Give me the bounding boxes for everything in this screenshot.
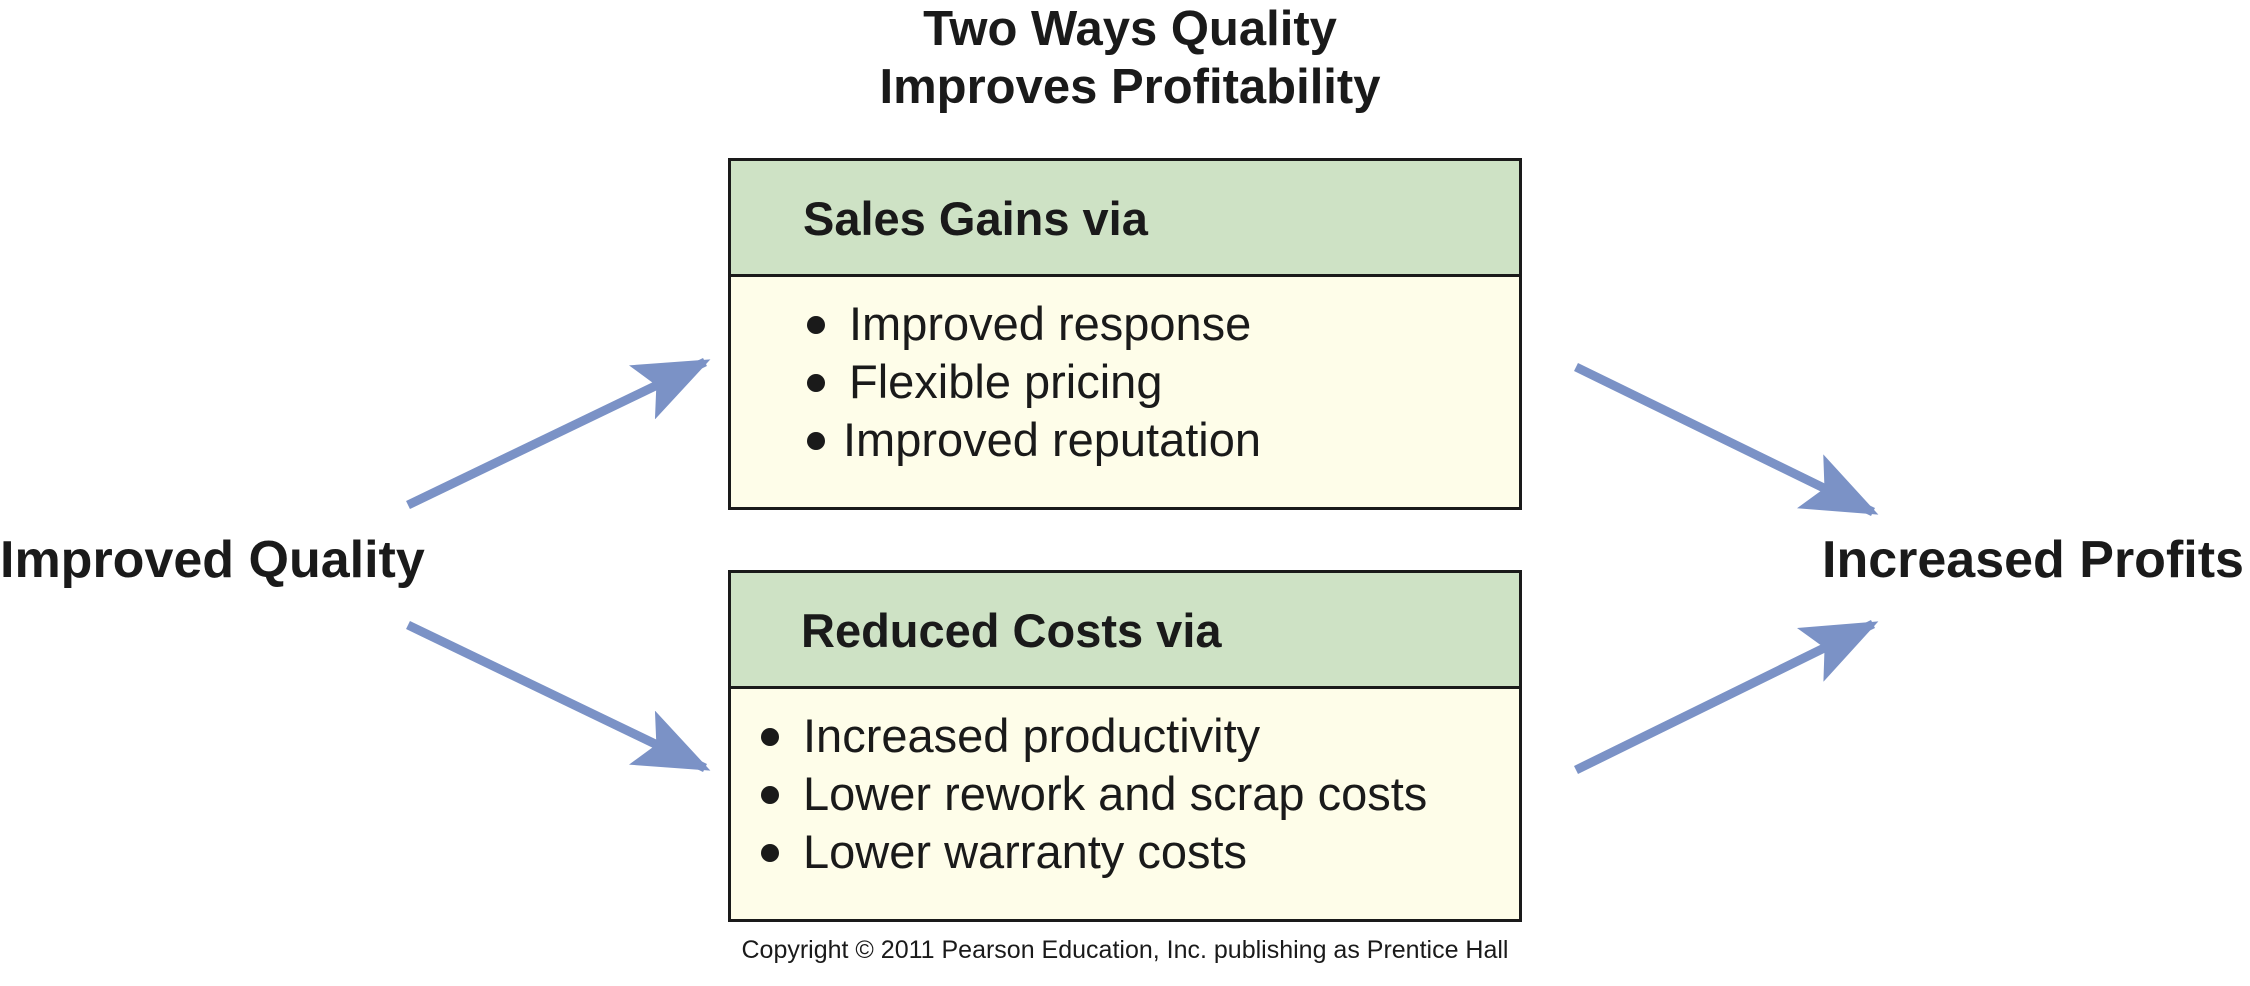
list-item: Improved reputation <box>731 411 1519 469</box>
list-item-text: Lower rework and scrap costs <box>803 767 1428 820</box>
list-item-text: Flexible pricing <box>849 355 1163 408</box>
bullet-icon <box>807 432 825 450</box>
bullet-icon <box>807 374 825 392</box>
title-line-2: Improves Profitability <box>879 60 1381 114</box>
sales-gains-list: Improved response Flexible pricing Impro… <box>731 295 1519 469</box>
increased-profits-label: Increased Profits <box>1822 531 2244 589</box>
list-item: Flexible pricing <box>731 353 1519 411</box>
improved-quality-label: Improved Quality <box>0 531 425 589</box>
title-line-1: Two Ways Quality <box>923 2 1337 56</box>
list-item-text: Increased productivity <box>803 709 1261 762</box>
sales-gains-header: Sales Gains via <box>731 161 1519 277</box>
arrow-quality-to-sales-gains <box>406 357 711 510</box>
list-item-text: Improved response <box>849 297 1252 350</box>
sales-gains-header-text: Sales Gains via <box>803 192 1148 245</box>
reduced-costs-header-text: Reduced Costs via <box>801 604 1222 657</box>
arrow-reduced-costs-to-profits <box>1574 619 1879 775</box>
list-item: Increased productivity <box>731 707 1519 765</box>
list-item: Lower warranty costs <box>731 823 1519 881</box>
list-item: Improved response <box>731 295 1519 353</box>
reduced-costs-header: Reduced Costs via <box>731 573 1519 689</box>
reduced-costs-list: Increased productivity Lower rework and … <box>731 707 1519 881</box>
list-item: Lower rework and scrap costs <box>731 765 1519 823</box>
bullet-icon <box>761 786 779 804</box>
bullet-icon <box>761 844 779 862</box>
list-item-text: Improved reputation <box>843 413 1262 466</box>
bullet-icon <box>807 316 825 334</box>
sales-gains-box: Sales Gains via Improved response Flexib… <box>728 158 1522 510</box>
arrow-sales-gains-to-profits <box>1574 362 1879 517</box>
bullet-icon <box>761 728 779 746</box>
arrow-quality-to-reduced-costs <box>406 620 711 773</box>
copyright-notice: Copyright © 2011 Pearson Education, Inc.… <box>741 936 1509 964</box>
reduced-costs-box: Reduced Costs via Increased productivity… <box>728 570 1522 922</box>
diagram-title: Two Ways Quality Improves Profitability <box>700 0 1560 116</box>
list-item-text: Lower warranty costs <box>803 825 1248 878</box>
